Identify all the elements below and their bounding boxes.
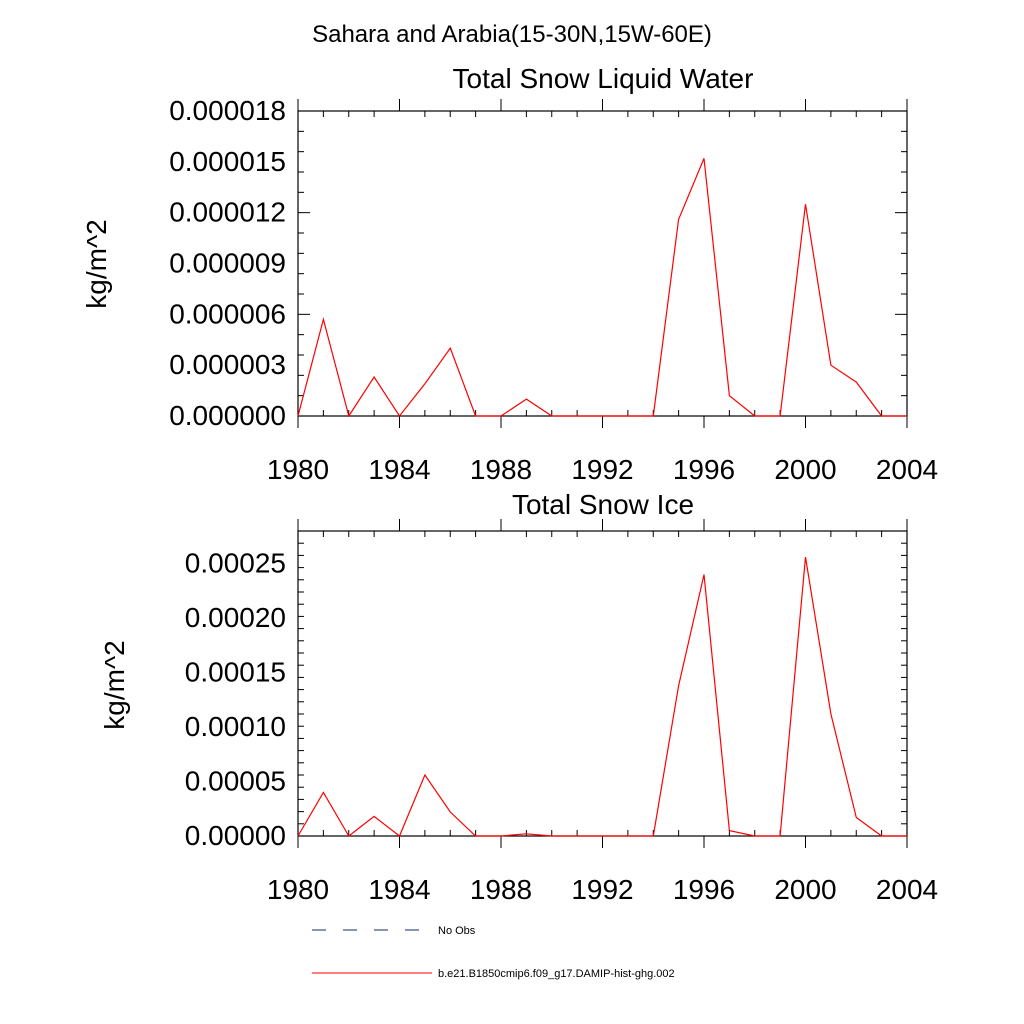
panel-top-plot-frame bbox=[297, 110, 908, 417]
panel-top-x-ticks: 1980 1984 1988 1992 1996 2000 2004 bbox=[267, 99, 938, 485]
panel-bottom: Total Snow Ice kg/m^2 0.000000.000050.00… bbox=[99, 489, 938, 905]
panel-bottom-xtick-label: 1984 bbox=[368, 874, 430, 905]
panel-bottom-xtick-label: 1988 bbox=[470, 874, 532, 905]
panel-top-title: Total Snow Liquid Water bbox=[453, 63, 754, 94]
panel-top-ytick-label: 0.000006 bbox=[169, 298, 286, 329]
panel-top-series bbox=[297, 158, 907, 418]
panel-bottom-title: Total Snow Ice bbox=[512, 489, 694, 520]
panel-top-ytick-label: 0.000015 bbox=[169, 146, 286, 177]
panel-bottom-xtick-label: 2004 bbox=[876, 874, 938, 905]
panel-top-xtick-label: 1988 bbox=[470, 454, 532, 485]
panel-top-xtick-label: 1992 bbox=[571, 454, 633, 485]
figure-title: Sahara and Arabia(15-30N,15W-60E) bbox=[312, 21, 712, 48]
panel-top-xtick-label: 2000 bbox=[774, 454, 836, 485]
panel-bottom-ylabel: kg/m^2 bbox=[99, 640, 130, 729]
panel-bottom-series bbox=[297, 557, 907, 837]
panel-bottom-xtick-label: 1980 bbox=[267, 874, 329, 905]
panel-top: Total Snow Liquid Water kg/m^2 0.0000000… bbox=[81, 63, 938, 485]
panel-top-y-ticks: 0.000000 0.000003 0.000006 0.000009 0.000012… bbox=[169, 95, 907, 431]
panel-bottom-ytick-label: 0.00025 bbox=[185, 548, 286, 579]
panel-bottom-xtick-label: 2000 bbox=[774, 874, 836, 905]
panel-top-series-line bbox=[297, 158, 907, 418]
panel-top-xtick-label: 2004 bbox=[876, 454, 938, 485]
panel-top-xtick-label: 1984 bbox=[368, 454, 430, 485]
panel-bottom-ytick-label: 0.00005 bbox=[185, 766, 286, 797]
panel-top-ytick-label: 0.000003 bbox=[169, 349, 286, 380]
panel-bottom-xtick-label: 1996 bbox=[673, 874, 735, 905]
panel-top-ytick-label: 0.000000 bbox=[169, 400, 286, 431]
legend: No Obs b.e21.B1850cmip6.f09_g17.DAMIP-hi… bbox=[312, 925, 675, 980]
panel-bottom-ytick-label: 0.00000 bbox=[185, 820, 286, 851]
panel-bottom-y-ticks: 0.00000 0.00005 0.00010 0.00015 0.00020 0.000… bbox=[185, 530, 907, 851]
panel-top-ytick-label: 0.000018 bbox=[169, 95, 286, 126]
panel-bottom-x-ticks: 1980 1984 1988 1992 1996 2000 2004 bbox=[267, 519, 938, 905]
panel-bottom-ytick-label: 0.00020 bbox=[185, 602, 286, 633]
panel-bottom-xtick-label: 1992 bbox=[571, 874, 633, 905]
panel-bottom-ytick-label: 0.00015 bbox=[185, 657, 286, 688]
panel-bottom-ytick-label: 0.00010 bbox=[185, 711, 286, 742]
panel-bottom-series-line bbox=[297, 557, 907, 837]
panel-bottom-plot-frame bbox=[297, 530, 908, 837]
panel-top-ytick-label: 0.000009 bbox=[169, 248, 286, 279]
panel-top-xtick-label: 1980 bbox=[267, 454, 329, 485]
legend-no-obs-label: No Obs bbox=[438, 925, 476, 937]
legend-model-label: b.e21.B1850cmip6.f09_g17.DAMIP-hist-ghg.… bbox=[438, 968, 675, 980]
panel-top-xtick-label: 1996 bbox=[673, 454, 735, 485]
panel-top-ylabel: kg/m^2 bbox=[81, 219, 112, 308]
panel-top-ytick-label: 0.000012 bbox=[169, 197, 286, 228]
